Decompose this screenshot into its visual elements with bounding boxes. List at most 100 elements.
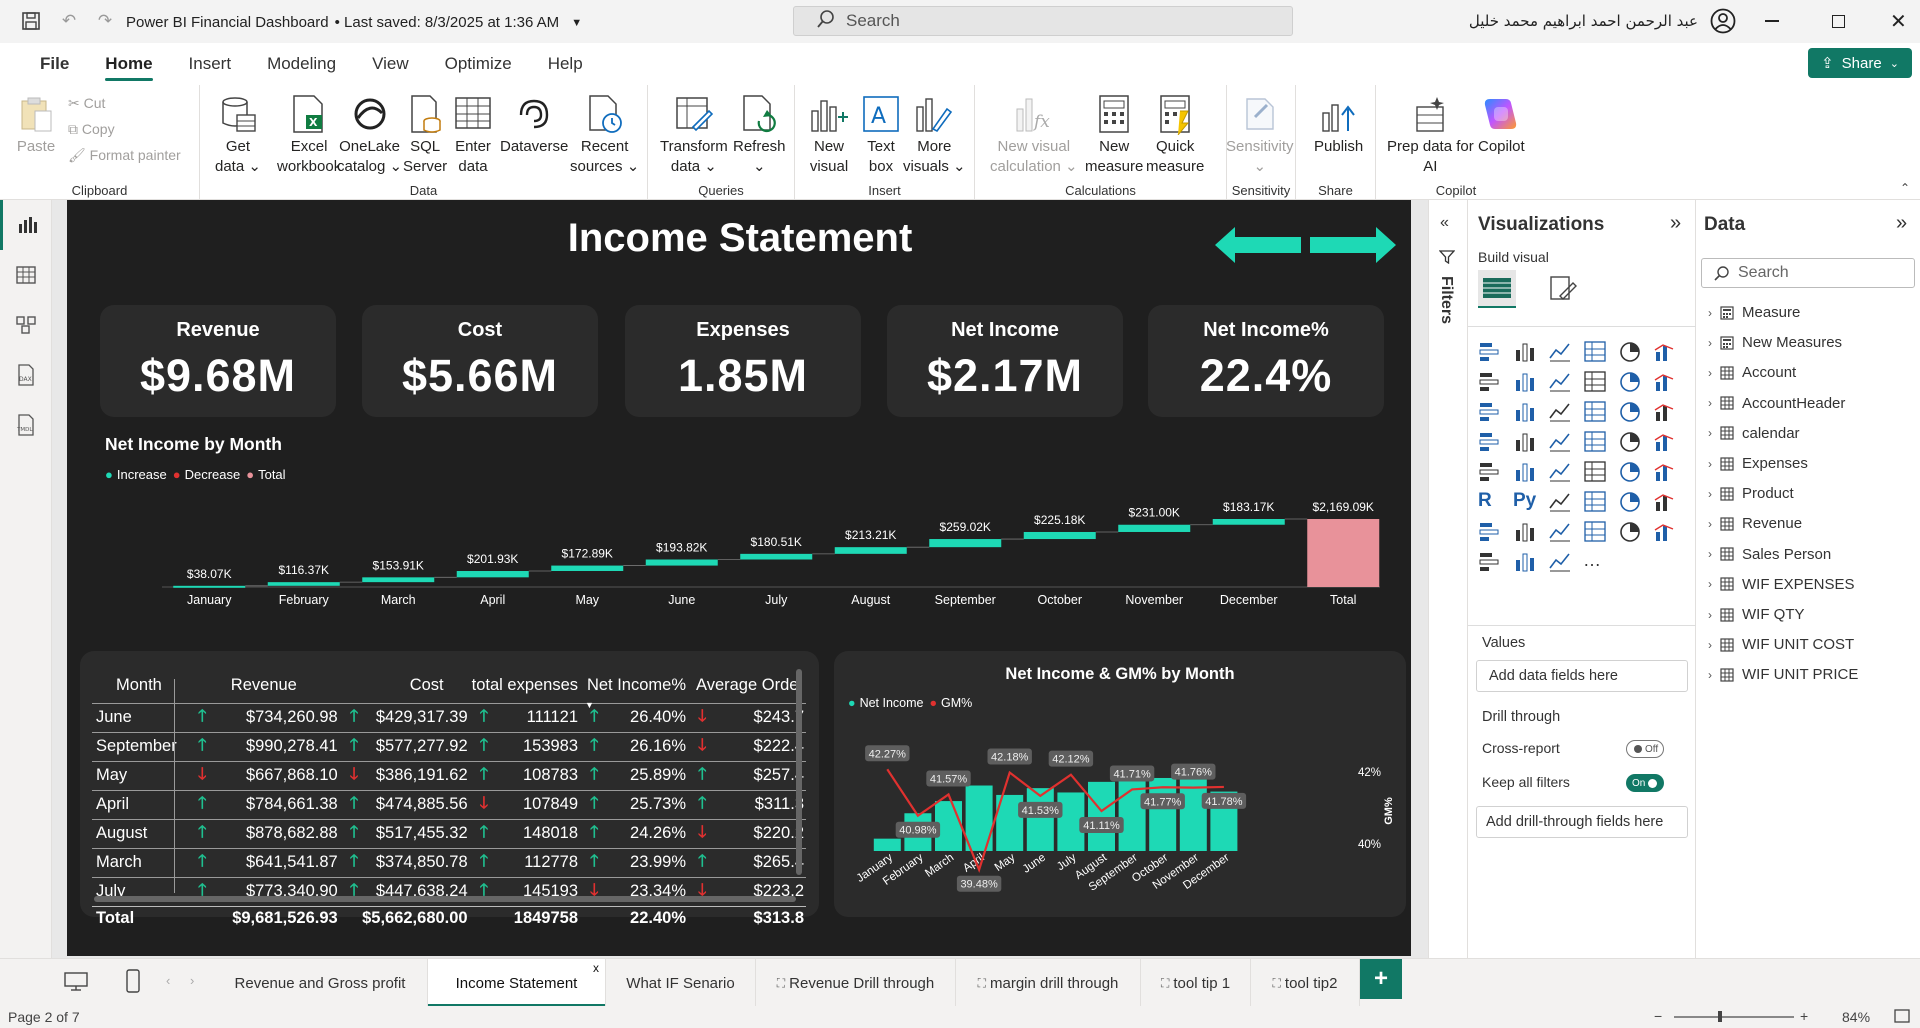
report-view-icon[interactable] bbox=[0, 200, 52, 250]
page-tab[interactable]: Revenue and Gross profit bbox=[213, 959, 428, 1007]
collapse-data-icon[interactable]: » bbox=[1896, 212, 1908, 234]
chevron-right-icon[interactable]: › bbox=[1708, 516, 1712, 531]
col-header-cost[interactable]: Cost bbox=[409, 676, 444, 695]
quick-measure-button[interactable]: Quick measure bbox=[1146, 93, 1204, 177]
combo-bar[interactable] bbox=[1026, 788, 1054, 851]
sql-server-button[interactable]: SQL Server bbox=[403, 93, 447, 177]
kpi-card-revenue[interactable]: Revenue $9.68M bbox=[100, 305, 336, 417]
data-table-item[interactable]: › calendar bbox=[1708, 425, 1800, 442]
waterfall-bar[interactable] bbox=[929, 539, 1002, 548]
gm-line[interactable] bbox=[886, 768, 1224, 873]
more-visuals-ellipsis-icon[interactable]: … bbox=[1583, 550, 1601, 570]
data-table-item[interactable]: › WIF UNIT PRICE bbox=[1708, 666, 1858, 683]
chevron-right-icon[interactable]: › bbox=[1708, 637, 1712, 652]
chevron-right-icon[interactable]: › bbox=[1708, 305, 1712, 320]
line-and-clustered-column-icon[interactable] bbox=[1653, 370, 1679, 394]
search-box[interactable]: Search bbox=[793, 6, 1293, 36]
multi-row-card-icon[interactable] bbox=[1478, 460, 1504, 484]
menu-view[interactable]: View bbox=[372, 54, 409, 73]
table-row[interactable]: September 🡑 $990,278.41 🡑 $577,277.92 🡑 153983… bbox=[92, 731, 806, 761]
waterfall-chart[interactable]: $38.07K January $116.37K February $153.91K Ma… bbox=[120, 490, 1380, 620]
treemap-icon[interactable] bbox=[1478, 430, 1504, 454]
chevron-right-icon[interactable]: › bbox=[1708, 577, 1712, 592]
share-button[interactable]: ⇪ Share ⌄ bbox=[1808, 48, 1912, 78]
waterfall-bar[interactable] bbox=[1118, 524, 1191, 532]
kpi-card-net-income-pct[interactable]: Net Income% 22.4% bbox=[1148, 305, 1384, 417]
qa-icon[interactable] bbox=[1618, 490, 1644, 514]
tmdl-view-icon[interactable]: TMDL bbox=[0, 400, 52, 450]
more-visuals-button[interactable]: More visuals ⌄ bbox=[903, 93, 966, 177]
map-icon[interactable] bbox=[1513, 430, 1539, 454]
gauge-icon[interactable] bbox=[1618, 430, 1644, 454]
donut-chart-icon[interactable] bbox=[1653, 400, 1679, 424]
custom-visual-2-icon[interactable] bbox=[1513, 550, 1539, 574]
chevron-right-icon[interactable]: › bbox=[1708, 365, 1712, 380]
waterfall-bar[interactable] bbox=[362, 577, 435, 583]
cut-button[interactable]: ✂ Cut bbox=[68, 95, 106, 111]
table-row[interactable]: August 🡑 $878,682.88 🡑 $517,455.32 🡑 148018 🡑 24… bbox=[92, 818, 806, 848]
col-header-average-order[interactable]: Average Orde bbox=[696, 676, 799, 695]
get-data-button[interactable]: Get data ⌄ bbox=[215, 93, 261, 177]
prep-data-for-ai-button[interactable]: Prep data for AI bbox=[1387, 93, 1474, 177]
new-visual-button[interactable]: New visual bbox=[808, 93, 850, 177]
page-tab[interactable]: ⛶ tool tip2 bbox=[1251, 959, 1360, 1007]
zoom-out-icon[interactable]: − bbox=[1654, 1008, 1663, 1024]
new-measure-button[interactable]: New measure bbox=[1085, 93, 1143, 177]
combo-bar[interactable] bbox=[1088, 781, 1115, 851]
fit-to-page-icon[interactable] bbox=[1894, 1008, 1910, 1027]
page-tab[interactable]: ⛶ tool tip 1 bbox=[1141, 959, 1251, 1007]
nav-forward-arrow[interactable] bbox=[1310, 225, 1396, 268]
kpi-card-net-income[interactable]: Net Income $2.17M bbox=[887, 305, 1123, 417]
data-table-item[interactable]: › Product bbox=[1708, 485, 1794, 502]
filled-map-icon[interactable] bbox=[1548, 430, 1574, 454]
waterfall-bar[interactable] bbox=[551, 565, 624, 572]
paste-button[interactable]: Paste bbox=[14, 93, 58, 157]
ribbon-chart-icon[interactable] bbox=[1478, 400, 1504, 424]
slicer-icon[interactable] bbox=[1548, 460, 1574, 484]
recent-sources-button[interactable]: Recent sources ⌄ bbox=[570, 93, 639, 177]
waterfall-bar[interactable] bbox=[1307, 519, 1380, 587]
menu-optimize[interactable]: Optimize bbox=[444, 54, 512, 73]
data-table-item[interactable]: › Expenses bbox=[1708, 455, 1808, 472]
area-chart-icon[interactable] bbox=[1513, 370, 1539, 394]
chevron-right-icon[interactable]: › bbox=[1708, 426, 1712, 441]
power-automate-icon[interactable] bbox=[1618, 520, 1644, 544]
page-tab[interactable]: What IF Senario bbox=[606, 959, 756, 1007]
page-tab[interactable]: ⛶ Revenue Drill through bbox=[756, 959, 956, 1007]
waterfall-bar[interactable] bbox=[456, 571, 529, 578]
data-table-item[interactable]: › AccountHeader bbox=[1708, 395, 1845, 412]
custom-visual-1-icon[interactable] bbox=[1478, 550, 1504, 574]
data-search-input[interactable]: Search bbox=[1701, 258, 1915, 288]
minimize-icon[interactable] bbox=[1765, 20, 1779, 22]
format-visual-tab[interactable] bbox=[1548, 274, 1578, 307]
excel-workbook-button[interactable]: X Excel workbook bbox=[277, 93, 341, 177]
scroll-tabs-right-icon[interactable]: › bbox=[190, 973, 195, 988]
table-row[interactable]: March 🡑 $641,541.87 🡑 $374,850.78 🡑 112778 🡑 23.… bbox=[92, 847, 806, 877]
waterfall-bar[interactable] bbox=[1023, 531, 1096, 540]
nav-back-arrow[interactable] bbox=[1215, 225, 1301, 268]
metrics-icon[interactable] bbox=[1583, 520, 1609, 544]
paginated-report-icon[interactable] bbox=[1653, 490, 1679, 514]
add-data-fields-well[interactable]: Add data fields here bbox=[1476, 660, 1688, 692]
page-tab[interactable]: Income Statement x bbox=[428, 959, 606, 1007]
table-view-icon[interactable] bbox=[0, 250, 52, 300]
keep-filters-toggle[interactable]: On bbox=[1626, 774, 1664, 792]
trophy-icon[interactable] bbox=[1478, 520, 1504, 544]
text-box-button[interactable]: A Text box bbox=[860, 93, 902, 177]
format-painter-button[interactable]: 🖌 Format painter bbox=[68, 147, 181, 163]
waterfall-bar[interactable] bbox=[267, 582, 340, 586]
dax-query-view-icon[interactable]: DAX bbox=[0, 350, 52, 400]
sensitivity-button[interactable]: Sensitivity ⌄ bbox=[1226, 93, 1294, 177]
filters-pane-collapsed[interactable]: « Filters bbox=[1428, 200, 1468, 958]
data-table-item[interactable]: › Measure bbox=[1708, 304, 1800, 321]
chevron-right-icon[interactable]: › bbox=[1708, 607, 1712, 622]
waterfall-bar[interactable] bbox=[1212, 519, 1285, 525]
maximize-icon[interactable] bbox=[1832, 15, 1845, 28]
data-table-item[interactable]: › WIF EXPENSES bbox=[1708, 576, 1855, 593]
cross-report-toggle[interactable]: Off bbox=[1626, 740, 1664, 758]
build-visual-tab[interactable] bbox=[1478, 270, 1516, 308]
stacked-area-chart-icon[interactable] bbox=[1548, 370, 1574, 394]
image-visual-icon[interactable] bbox=[1653, 520, 1679, 544]
data-table-item[interactable]: › Account bbox=[1708, 364, 1796, 381]
onelake-catalog-button[interactable]: OneLake catalog ⌄ bbox=[337, 93, 402, 177]
